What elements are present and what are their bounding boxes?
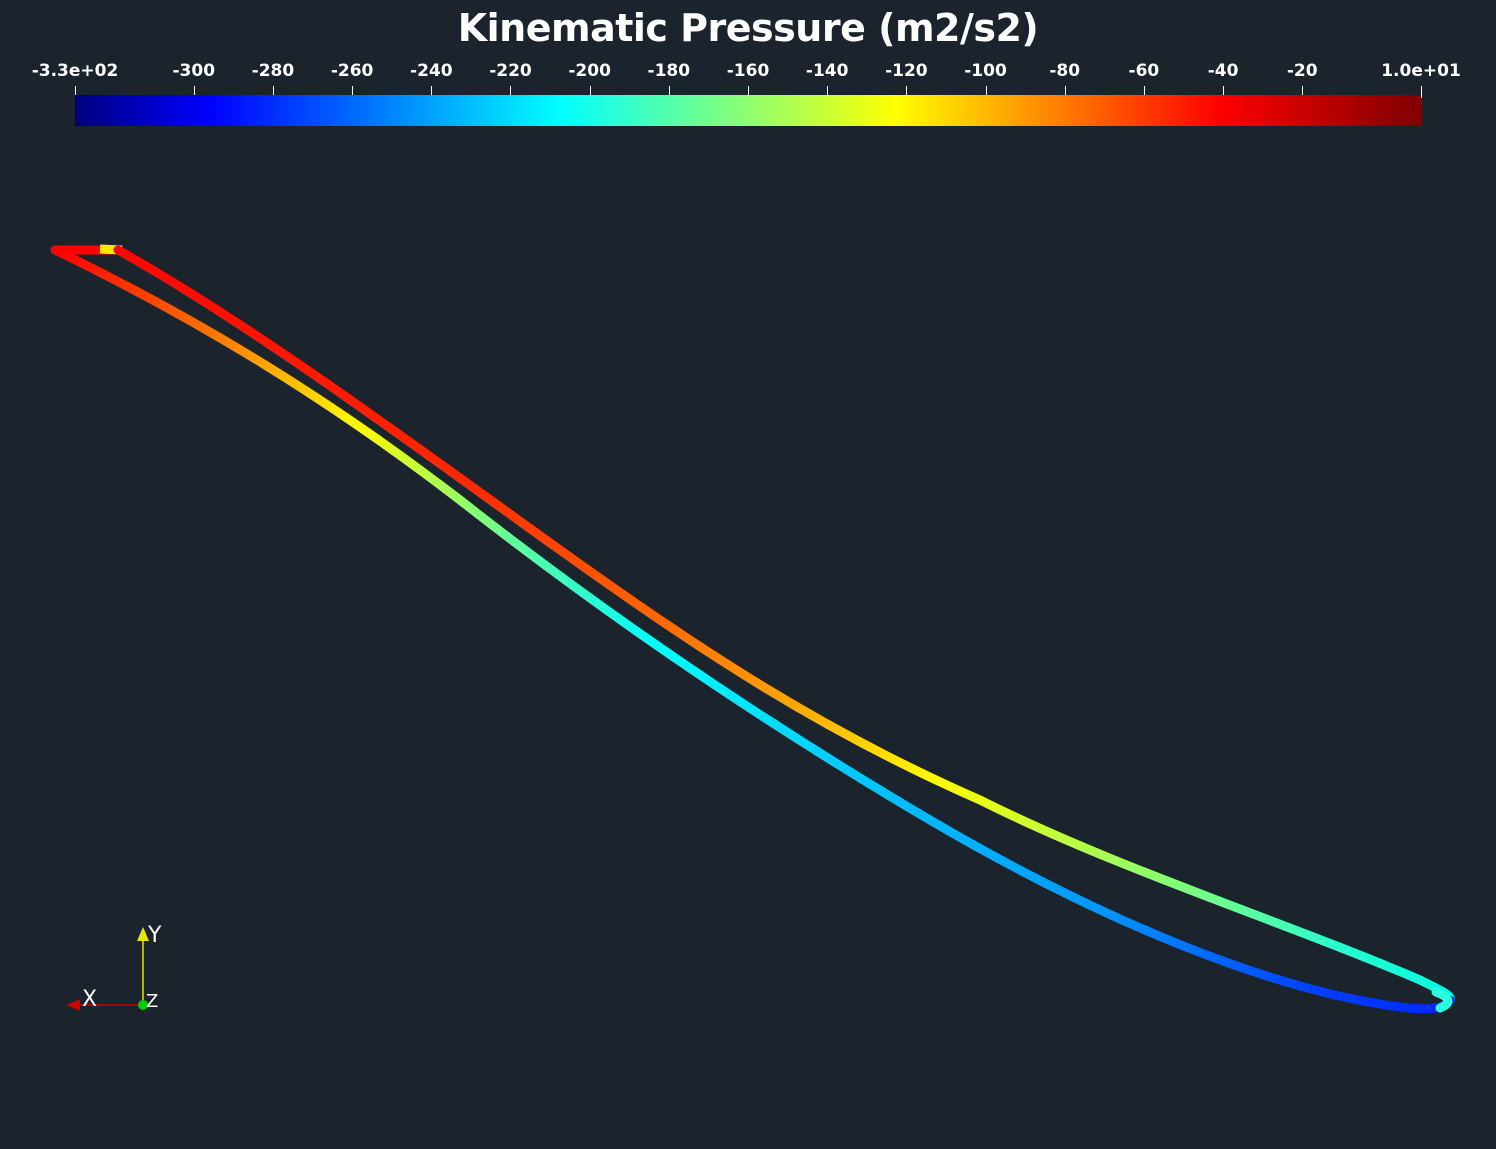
colorbar-tick-label: -20 bbox=[1286, 61, 1318, 81]
colorbar-tick-label: -140 bbox=[805, 61, 849, 81]
colorbar-tick-mark bbox=[669, 86, 670, 98]
colorbar-tick-label: -160 bbox=[726, 61, 770, 81]
colorbar-tick-mark bbox=[352, 86, 353, 98]
x-axis-label: X bbox=[82, 987, 97, 1012]
colorbar-tick-label: -80 bbox=[1049, 61, 1081, 81]
upper-surface bbox=[113, 245, 1455, 1005]
colorbar-tick-mark bbox=[1065, 86, 1066, 98]
colorbar-tick-label: -300 bbox=[172, 61, 216, 81]
colorbar-tick-mark bbox=[431, 86, 432, 98]
colorbar-tick-mark bbox=[590, 86, 591, 98]
colorbar-tick-label: -60 bbox=[1128, 61, 1160, 81]
colorbar-tick-label: -120 bbox=[885, 61, 928, 81]
colorbar-tick-mark bbox=[827, 86, 828, 98]
orientation-axes: Y X Z bbox=[66, 923, 162, 1012]
colorbar-tick-label: -280 bbox=[251, 61, 295, 81]
colorbar-tick-label: -220 bbox=[489, 61, 532, 81]
colorbar-tick-mark bbox=[748, 86, 749, 98]
lower-surface bbox=[50, 245, 1455, 1014]
colorbar-tick-label: -180 bbox=[647, 61, 691, 81]
colorbar-tick-mark bbox=[1302, 86, 1303, 98]
colorbar-tick-label: -240 bbox=[410, 61, 453, 81]
colorbar bbox=[75, 95, 1421, 126]
colorbar-tick-label: -200 bbox=[568, 61, 611, 81]
colorbar-tick-mark bbox=[194, 86, 195, 98]
colorbar-tick-mark bbox=[1223, 86, 1224, 98]
colorbar-tick-label: -100 bbox=[964, 61, 1007, 81]
colorbar-tick-mark bbox=[510, 86, 511, 98]
colorbar-tick-mark bbox=[75, 86, 76, 98]
z-axis-label: Z bbox=[146, 991, 158, 1012]
colorbar-tick-mark bbox=[273, 86, 274, 98]
colorbar-tick-label: -40 bbox=[1207, 61, 1239, 81]
colorbar-tick-mark bbox=[986, 86, 987, 98]
colorbar-title: Kinematic Pressure (m2/s2) bbox=[457, 6, 1039, 50]
colorbar-tick-label: -260 bbox=[330, 61, 374, 81]
colorbar-tick-label: 1.0e+01 bbox=[1381, 61, 1461, 81]
colorbar-tick-label: -3.3e+02 bbox=[31, 61, 119, 81]
colorbar-tick-mark bbox=[1144, 86, 1145, 98]
y-axis-label: Y bbox=[147, 923, 162, 948]
colorbar-tick-mark bbox=[906, 86, 907, 98]
colorbar-tick-mark bbox=[1421, 86, 1422, 98]
